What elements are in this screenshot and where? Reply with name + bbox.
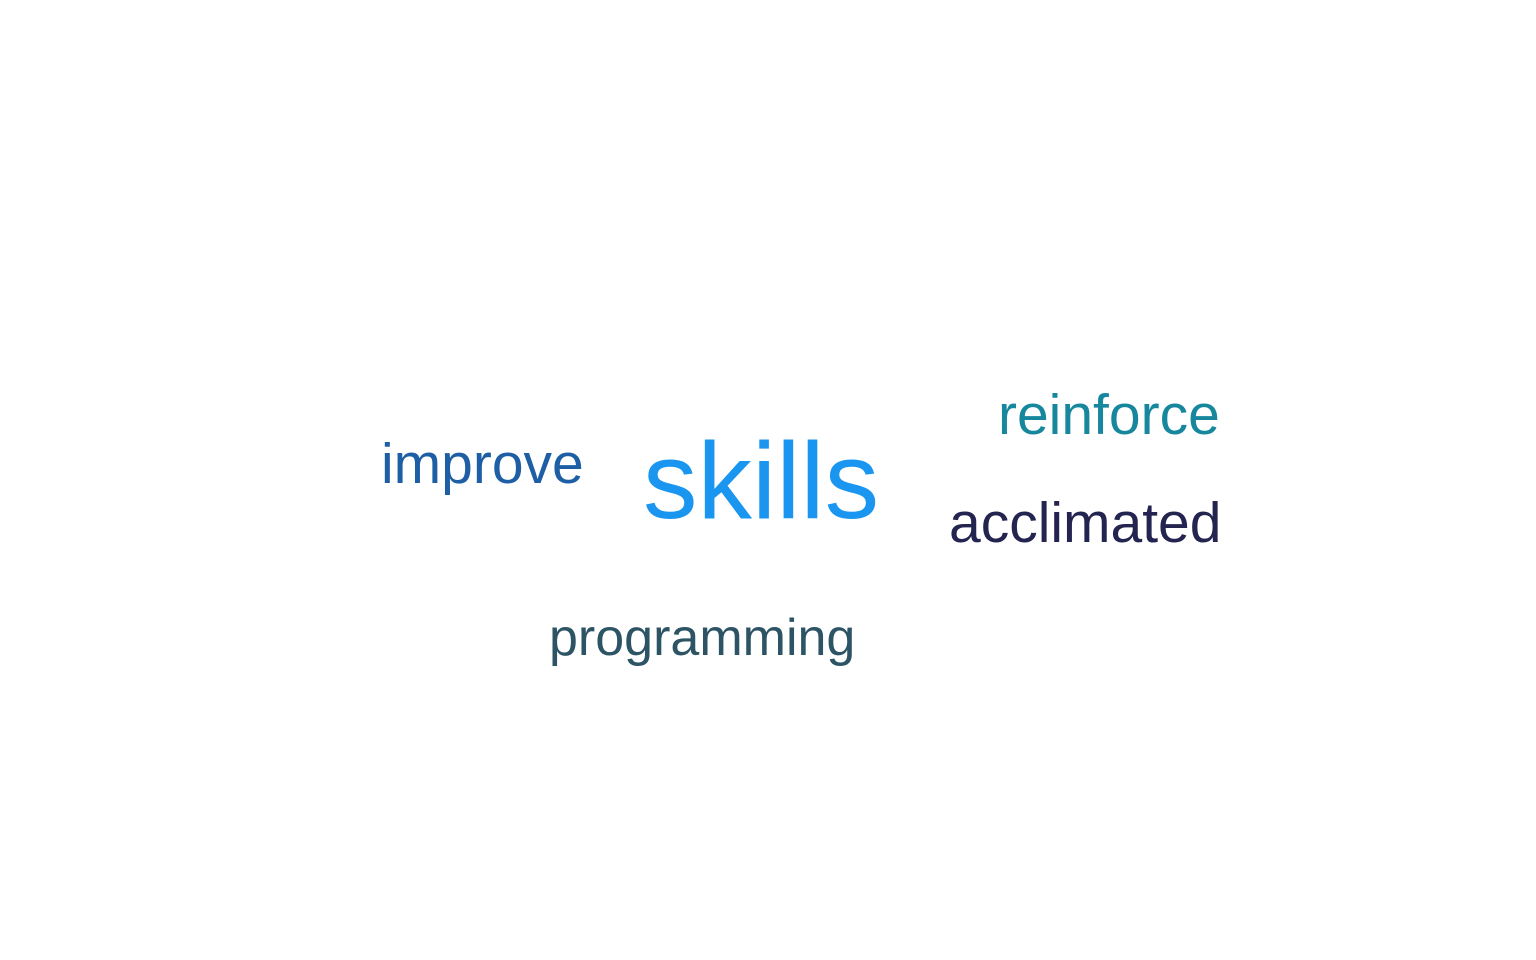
word-programming: programming: [549, 609, 856, 667]
word-reinforce: reinforce: [998, 383, 1220, 447]
word-acclimated: acclimated: [949, 491, 1222, 555]
word-skills: skills: [643, 420, 880, 542]
word-improve: improve: [381, 432, 584, 496]
